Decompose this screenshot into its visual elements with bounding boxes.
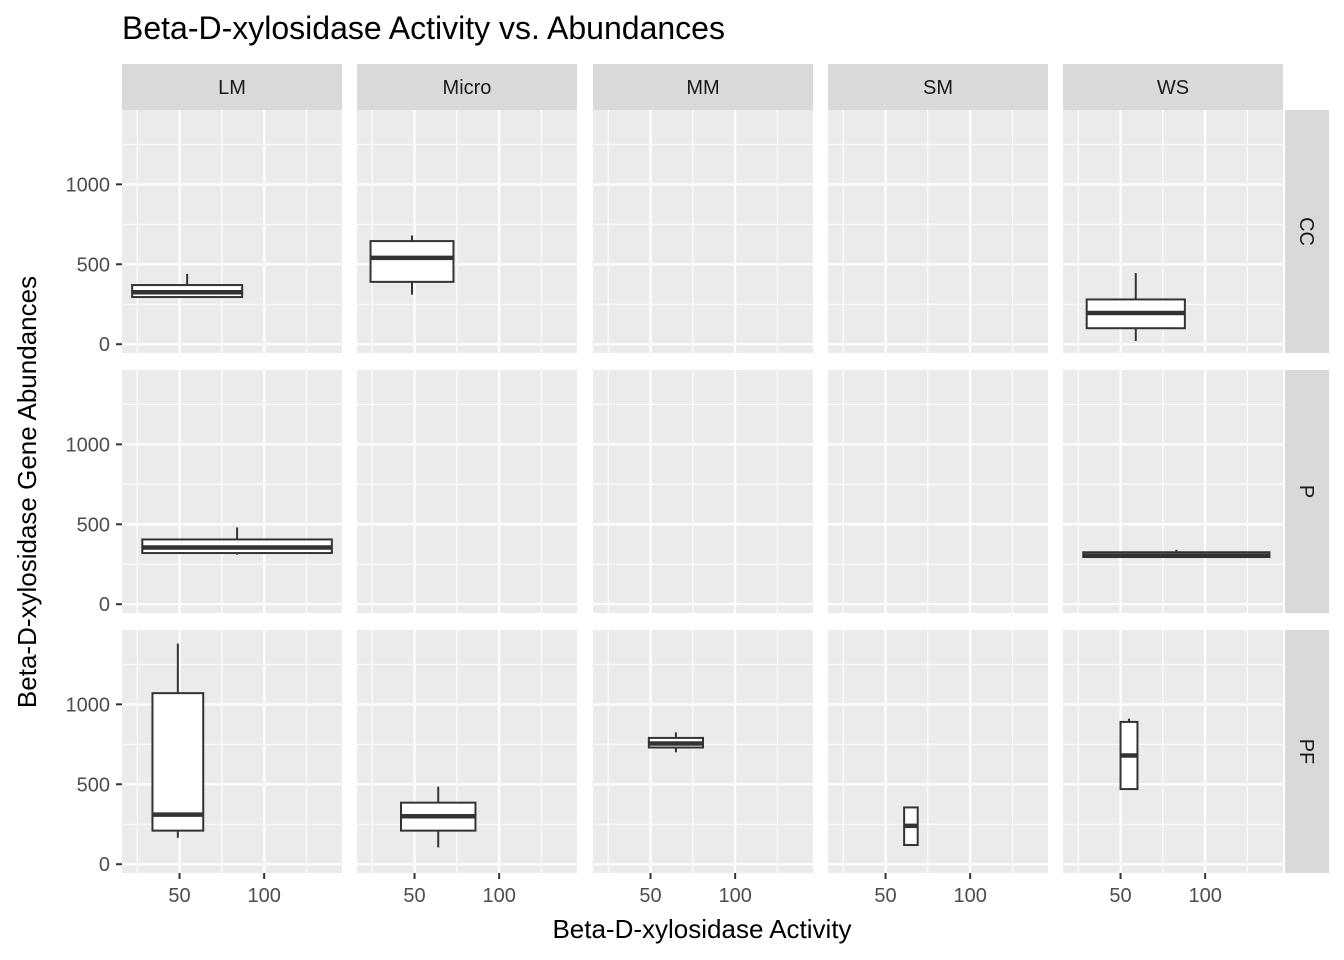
row-strip <box>1285 370 1329 613</box>
panel-background <box>593 110 813 353</box>
row-strip <box>1285 110 1329 353</box>
y-tick-label: 500 <box>77 774 110 796</box>
boxplot-pf-sm <box>903 806 919 847</box>
panel-p-ws <box>1063 370 1283 613</box>
panel-cc-sm <box>828 110 1048 353</box>
x-tick-label: 100 <box>482 885 515 907</box>
x-tick-label: 100 <box>953 885 986 907</box>
panel-background <box>1063 370 1283 613</box>
panel-p-mm <box>593 370 813 613</box>
box-iqr <box>369 240 455 283</box>
y-tick-label: 1000 <box>66 174 111 196</box>
row-strip-label: P <box>1295 485 1317 498</box>
y-tick-label: 500 <box>77 254 110 276</box>
column-strip <box>357 64 577 110</box>
panel-cc-lm <box>122 110 342 353</box>
panel-pf-mm <box>593 630 813 873</box>
panel-p-lm <box>122 370 342 613</box>
boxplot-cc-lm <box>131 273 244 299</box>
x-tick-label: 100 <box>1188 885 1221 907</box>
column-strip <box>593 64 813 110</box>
x-tick-label: 50 <box>1109 885 1131 907</box>
panel-background <box>828 630 1048 873</box>
x-tick-label: 50 <box>639 885 661 907</box>
panel-p-sm <box>828 370 1048 613</box>
panel-background <box>357 630 577 873</box>
boxplot-pf-micro <box>400 786 477 848</box>
facet-panels: LM Micro MM SM WS CC P PF 0 500 1000 0 500 1000 0 500 10… <box>66 64 1329 907</box>
x-axis-title: Beta-D-xylosidase Activity <box>552 914 851 944</box>
column-strip-label: LM <box>218 77 246 99</box>
panel-background <box>828 110 1048 353</box>
boxplot-cc-ws <box>1085 273 1186 342</box>
panel-p-micro <box>357 370 577 613</box>
y-tick-label: 0 <box>99 334 110 356</box>
column-strip-label: SM <box>923 77 953 99</box>
column-strip <box>122 64 342 110</box>
y-tick-label: 0 <box>99 594 110 616</box>
row-strip-label: PF <box>1295 739 1317 765</box>
column-strip-label: WS <box>1157 77 1189 99</box>
box-iqr <box>151 692 205 832</box>
panel-background <box>593 630 813 873</box>
column-strip <box>1063 64 1283 110</box>
y-tick-label: 1000 <box>66 694 111 716</box>
chart-title: Beta-D-xylosidase Activity vs. Abundance… <box>122 10 725 46</box>
boxplot-pf-ws <box>1119 718 1139 791</box>
column-strip-label: Micro <box>443 77 492 99</box>
panel-background <box>122 370 342 613</box>
x-tick-label: 50 <box>403 885 425 907</box>
x-tick-label: 50 <box>168 885 190 907</box>
x-tick-label: 50 <box>874 885 896 907</box>
column-strip-label: MM <box>686 77 719 99</box>
panel-background <box>1063 630 1283 873</box>
y-tick-label: 0 <box>99 854 110 876</box>
column-strip <box>828 64 1048 110</box>
boxplot-pf-lm <box>151 643 205 838</box>
boxplot-p-lm <box>141 527 333 555</box>
row-strip <box>1285 630 1329 873</box>
panel-background <box>357 110 577 353</box>
y-tick-label: 500 <box>77 514 110 536</box>
panel-background <box>593 370 813 613</box>
x-tick-label: 100 <box>718 885 751 907</box>
panel-background <box>828 370 1048 613</box>
panel-background <box>357 370 577 613</box>
panel-pf-micro <box>357 630 577 873</box>
panel-pf-ws <box>1063 630 1283 873</box>
panel-pf-sm <box>828 630 1048 873</box>
row-strip-label: CC <box>1295 217 1317 246</box>
boxplot-cc-micro <box>369 235 455 295</box>
y-tick-label: 1000 <box>66 434 111 456</box>
boxplot-p-ws <box>1082 549 1271 559</box>
panel-cc-mm <box>593 110 813 353</box>
panel-background <box>122 110 342 353</box>
y-axis-title: Beta-D-xylosidase Gene Abundances <box>12 276 42 708</box>
x-tick-label: 100 <box>247 885 280 907</box>
panel-cc-micro <box>357 110 577 353</box>
boxplot-pf-mm <box>647 732 704 753</box>
